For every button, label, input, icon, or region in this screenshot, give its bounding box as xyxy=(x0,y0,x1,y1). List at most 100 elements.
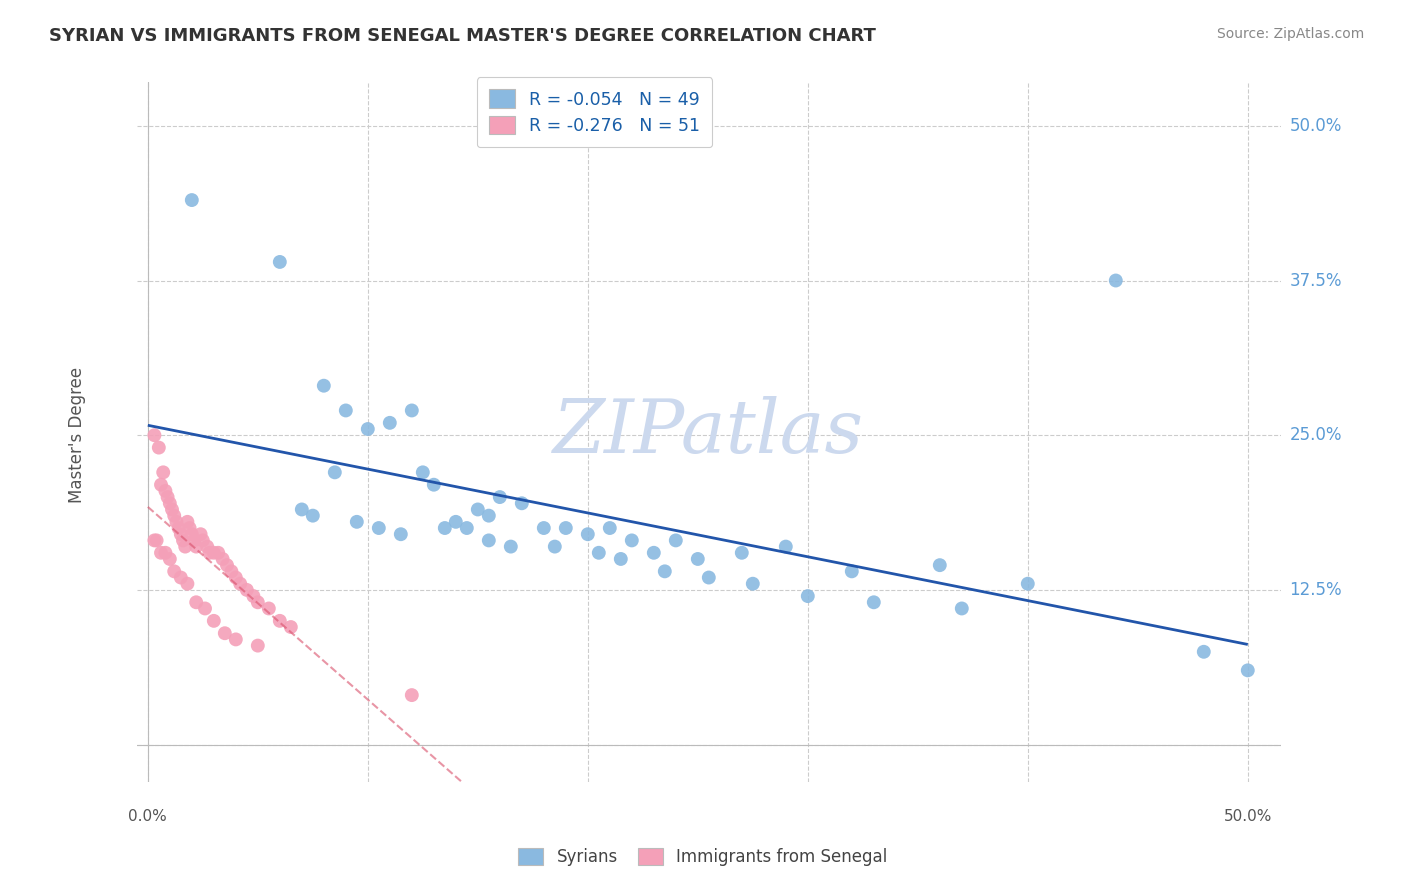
Point xyxy=(167,521,190,535)
Point xyxy=(172,533,194,548)
Point xyxy=(269,614,291,628)
Point xyxy=(152,466,174,480)
Point xyxy=(194,601,217,615)
Point xyxy=(236,582,259,597)
Point xyxy=(456,521,478,535)
Point xyxy=(180,193,202,207)
Text: ZIPatlas: ZIPatlas xyxy=(554,396,865,468)
Point xyxy=(741,576,763,591)
Point xyxy=(444,515,467,529)
Point xyxy=(170,570,193,584)
Point xyxy=(242,589,264,603)
Point xyxy=(797,589,820,603)
Point xyxy=(1192,645,1215,659)
Point xyxy=(215,558,238,573)
Point xyxy=(225,570,247,584)
Text: Source: ZipAtlas.com: Source: ZipAtlas.com xyxy=(1216,27,1364,41)
Point xyxy=(155,546,177,560)
Point xyxy=(841,565,863,579)
Point xyxy=(176,515,198,529)
Point xyxy=(143,533,166,548)
Text: Master's Degree: Master's Degree xyxy=(69,368,86,503)
Point xyxy=(165,515,187,529)
Text: 12.5%: 12.5% xyxy=(1289,581,1343,599)
Point xyxy=(150,477,173,491)
Point xyxy=(378,416,401,430)
Point xyxy=(280,620,302,634)
Point xyxy=(1017,576,1039,591)
Point xyxy=(155,483,177,498)
Point xyxy=(198,546,221,560)
Point xyxy=(186,540,208,554)
Point xyxy=(214,626,236,640)
Point xyxy=(159,552,181,566)
Point xyxy=(686,552,709,566)
Point xyxy=(544,540,567,554)
Point xyxy=(554,521,576,535)
Point xyxy=(433,521,456,535)
Text: SYRIAN VS IMMIGRANTS FROM SENEGAL MASTER'S DEGREE CORRELATION CHART: SYRIAN VS IMMIGRANTS FROM SENEGAL MASTER… xyxy=(49,27,876,45)
Point xyxy=(207,546,229,560)
Point xyxy=(335,403,357,417)
Point xyxy=(478,533,501,548)
Text: 0.0%: 0.0% xyxy=(128,809,167,824)
Point xyxy=(346,515,368,529)
Point xyxy=(269,255,291,269)
Point xyxy=(180,527,202,541)
Point xyxy=(510,496,533,510)
Text: 50.0%: 50.0% xyxy=(1223,809,1272,824)
Point xyxy=(775,540,797,554)
Point xyxy=(323,466,346,480)
Point xyxy=(202,614,225,628)
Text: 37.5%: 37.5% xyxy=(1289,271,1343,290)
Point xyxy=(499,540,522,554)
Point xyxy=(401,688,423,702)
Point xyxy=(312,378,335,392)
Point xyxy=(928,558,950,573)
Point xyxy=(610,552,633,566)
Point xyxy=(211,552,233,566)
Point xyxy=(160,502,183,516)
Point xyxy=(488,490,510,504)
Text: 25.0%: 25.0% xyxy=(1289,426,1343,444)
Point xyxy=(174,540,197,554)
Point xyxy=(190,527,212,541)
Point xyxy=(467,502,489,516)
Point xyxy=(654,565,676,579)
Point xyxy=(150,546,173,560)
Point xyxy=(665,533,688,548)
Point xyxy=(246,595,269,609)
Point xyxy=(145,533,167,548)
Point xyxy=(576,527,599,541)
Point xyxy=(697,570,720,584)
Point xyxy=(221,565,243,579)
Point xyxy=(191,533,214,548)
Point xyxy=(950,601,973,615)
Text: 50.0%: 50.0% xyxy=(1289,117,1341,135)
Legend: Syrians, Immigrants from Senegal: Syrians, Immigrants from Senegal xyxy=(512,841,894,873)
Point xyxy=(588,546,610,560)
Point xyxy=(143,428,166,442)
Point xyxy=(620,533,643,548)
Point xyxy=(389,527,412,541)
Point xyxy=(1236,664,1258,678)
Point xyxy=(731,546,754,560)
Point xyxy=(412,466,434,480)
Legend: R = -0.054   N = 49, R = -0.276   N = 51: R = -0.054 N = 49, R = -0.276 N = 51 xyxy=(477,78,711,147)
Point xyxy=(1105,273,1128,287)
Point xyxy=(533,521,555,535)
Point xyxy=(202,546,225,560)
Point xyxy=(643,546,665,560)
Point xyxy=(225,632,247,647)
Point xyxy=(163,565,186,579)
Point xyxy=(229,576,252,591)
Point xyxy=(367,521,389,535)
Point xyxy=(179,521,201,535)
Point xyxy=(170,527,193,541)
Point xyxy=(401,403,423,417)
Point xyxy=(423,477,446,491)
Point xyxy=(478,508,501,523)
Point xyxy=(156,490,179,504)
Point xyxy=(257,601,280,615)
Point xyxy=(246,639,269,653)
